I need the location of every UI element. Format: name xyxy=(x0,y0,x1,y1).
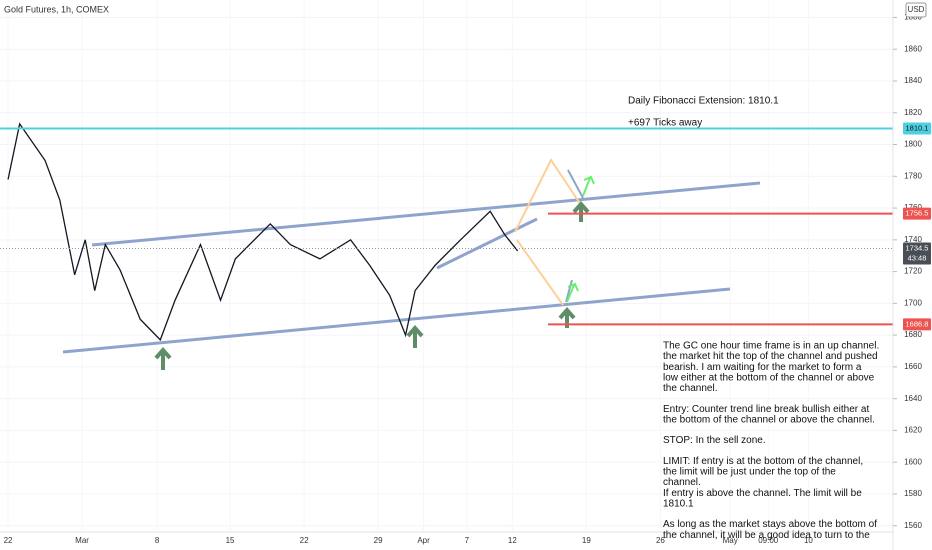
target-arrow xyxy=(582,175,595,197)
currency: USD xyxy=(908,5,925,14)
x-tick-label: Mar xyxy=(75,536,89,545)
y-tick-label: 1840 xyxy=(904,76,922,85)
y-tick-label: 1560 xyxy=(904,521,922,530)
y-tick-label: 1620 xyxy=(904,426,922,435)
x-tick-label: 8 xyxy=(155,536,160,545)
y-tick-label: 1820 xyxy=(904,108,922,117)
x-tick-label: Apr xyxy=(417,536,430,545)
plot xyxy=(0,122,893,342)
x-tick-label: 12 xyxy=(508,536,517,545)
last-price-label: 1734.5 xyxy=(906,244,929,253)
x-tick-label: 29 xyxy=(374,536,383,545)
y-tick-label: 1700 xyxy=(904,298,922,307)
x-tick-label: May xyxy=(723,536,738,545)
note-line: Entry: Counter trend line break bullish … xyxy=(663,404,869,415)
note-line: the channel, it will be a good idea to t… xyxy=(663,530,870,541)
counter-trend-line xyxy=(436,217,538,270)
note-line: bearish. I am waiting for the market to … xyxy=(663,362,862,373)
up-arrow xyxy=(154,346,172,370)
level-label: 1810.1 xyxy=(906,123,929,132)
note-line: If entry is above the channel. The limit… xyxy=(663,488,862,499)
y-tick-label: 1860 xyxy=(904,44,922,53)
y-tick-label: 1720 xyxy=(904,267,922,276)
annotation: +697 Ticks away xyxy=(628,118,702,129)
up-arrow xyxy=(406,324,424,348)
x-tick-label: 09:00 xyxy=(758,536,779,545)
y-tick-label: 1660 xyxy=(904,362,922,371)
note-line: low either at the bottom of the channel … xyxy=(663,372,875,383)
price-line xyxy=(7,122,519,342)
break-line xyxy=(567,169,584,199)
note-line: the bottom of the channel or above the c… xyxy=(663,414,875,425)
note-line: As long as the market stays above the bo… xyxy=(663,519,877,530)
projection-down xyxy=(516,239,564,306)
note-line: the limit will be just under the top of … xyxy=(663,467,836,478)
x-tick-label: 26 xyxy=(656,536,665,545)
x-tick-label: 7 xyxy=(465,536,470,545)
note-line: The GC one hour time frame is in an up c… xyxy=(663,341,879,352)
chart-title: Gold Futures, 1h, COMEX xyxy=(4,4,109,14)
channel-bottom xyxy=(62,287,731,354)
x-tick-label: 22 xyxy=(300,536,309,545)
y-tick-label: 1800 xyxy=(904,140,922,149)
level-label-box xyxy=(903,318,931,331)
note-line: LIMIT: If entry is at the bottom of the … xyxy=(663,456,863,467)
target-arrow xyxy=(566,282,579,303)
grid xyxy=(0,16,893,527)
level-label: 1756.5 xyxy=(906,209,929,218)
y-tick-label: 1740 xyxy=(904,235,922,244)
up-arrow xyxy=(558,306,576,328)
level-label-box xyxy=(903,122,931,135)
break-line xyxy=(565,279,573,303)
x-tick-label: 10 xyxy=(804,536,813,545)
labels: 1560 1580 1600 1620 1640 1660 1680 1700 1720 1740… xyxy=(4,13,931,545)
level-label-box xyxy=(903,207,931,220)
x-tick-label: 15 xyxy=(226,536,235,545)
note-line: STOP: In the sell zone. xyxy=(663,435,766,446)
note-line: 1810.1 xyxy=(663,498,694,509)
projection-up xyxy=(514,158,584,233)
y-tick-label: 1600 xyxy=(904,457,922,466)
last-price-box xyxy=(903,242,931,265)
currency-box xyxy=(905,2,927,18)
channel-top xyxy=(91,181,761,247)
level-label: 1686.8 xyxy=(906,319,929,328)
annotation: Daily Fibonacci Extension: 1810.1 xyxy=(628,96,779,107)
note-line: the market hit the top of the channel an… xyxy=(663,351,878,362)
drawings xyxy=(62,158,761,370)
y-tick-label: 1580 xyxy=(904,489,922,498)
note-line: channel. xyxy=(663,477,701,488)
countdown: 43:48 xyxy=(908,254,927,263)
x-tick-label: 22 xyxy=(4,536,13,545)
y-tick-label: 1680 xyxy=(904,330,922,339)
y-tick-label: 1780 xyxy=(904,171,922,180)
y-tick-label: 1640 xyxy=(904,394,922,403)
x-tick-label: 19 xyxy=(582,536,591,545)
note-line: the channel. xyxy=(663,383,718,394)
